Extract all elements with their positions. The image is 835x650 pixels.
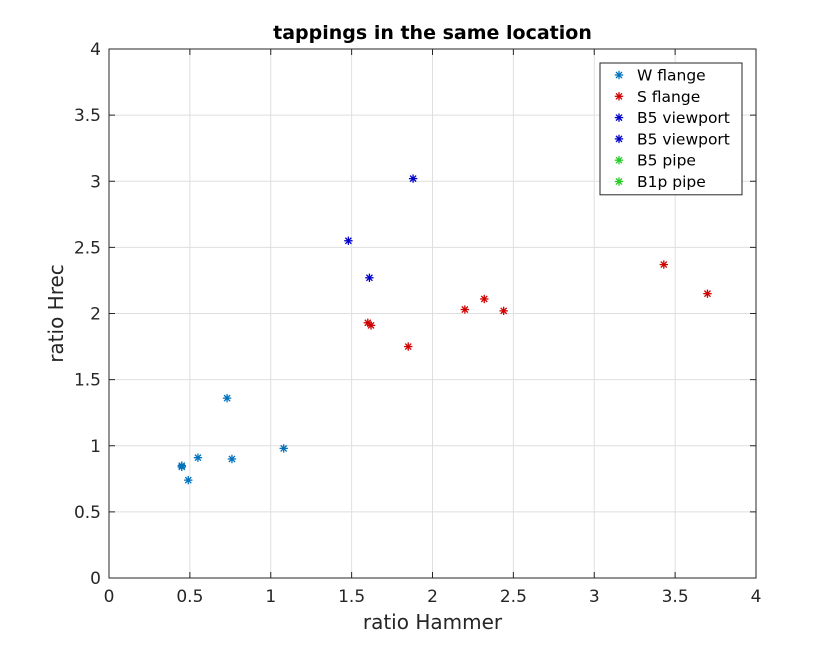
data-point [344,236,353,245]
x-tick-label: 0 [104,587,115,607]
y-tick-label: 0 [90,569,101,589]
data-point [366,321,376,330]
y-tick-label: 3 [90,172,101,192]
y-tick-label: 0.5 [74,503,101,523]
y-tick-label: 1 [90,437,101,457]
data-point [703,289,712,298]
x-tick-label: 0.5 [176,587,203,607]
x-tick-label: 2 [427,587,438,607]
data-point [480,294,489,304]
y-axis-label: ratio Hrec [44,264,68,363]
y-tick-label: 1.5 [74,371,101,391]
data-point [499,306,508,316]
x-tick-label: 3 [589,587,600,607]
data-point [177,462,186,472]
chart-title: tappings in the same location [273,22,592,44]
data-point [222,393,232,403]
legend-marker [614,92,624,101]
legend-label: B5 viewport [637,109,730,127]
y-tick-label: 2 [90,305,101,325]
data-points [177,174,712,485]
legend-label: W flange [637,67,706,85]
data-point [279,444,288,453]
legend-label: B1p pipe [637,173,706,191]
x-tick-label: 4 [751,587,762,607]
y-tick-label: 4 [90,40,101,60]
y-tick-label: 3.5 [74,106,101,126]
legend-marker [614,156,624,165]
legend-marker [614,134,624,144]
x-tick-label: 3.5 [662,587,689,607]
y-tick-label: 2.5 [74,238,101,258]
legend: W flange S flange B5 viewport B5 viewport B5… [599,62,743,196]
axis-ticks: 0 0.5 1 1.5 2 2.5 3 3.5 4 0 0.5 1 1.5 2 2.5 3 3.5 4 [74,40,761,607]
x-axis-label: ratio Hammer [363,610,503,634]
data-point [193,453,203,462]
x-tick-label: 1.5 [338,587,365,607]
legend-marker [614,113,624,122]
x-tick-label: 2.5 [500,587,527,607]
legend-marker [614,177,624,186]
legend-label: S flange [637,88,700,106]
data-point [408,174,418,183]
x-tick-label: 1 [265,587,276,607]
data-point [184,475,193,485]
data-point [227,454,237,464]
legend-marker [614,70,624,80]
legend-box [599,62,743,196]
data-point [365,273,374,282]
legend-label: B5 viewport [637,130,730,148]
data-point [659,260,669,269]
legend-label: B5 pipe [637,152,696,170]
data-point [404,342,413,351]
data-point [460,305,470,314]
